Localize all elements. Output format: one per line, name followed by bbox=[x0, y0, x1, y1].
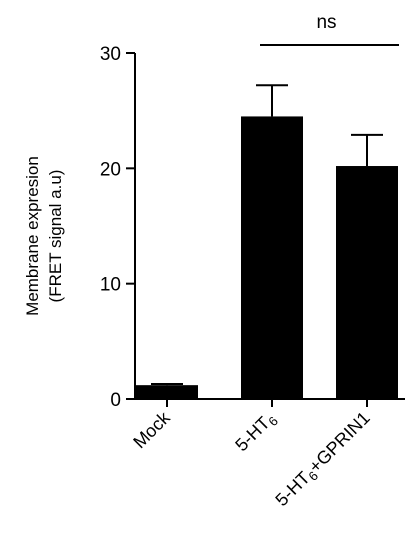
bar-5-ht6-gprin1 bbox=[336, 166, 398, 399]
y-axis-label-line2: (FRET signal a.u) bbox=[46, 170, 65, 303]
x-tick-label-mock: Mock bbox=[129, 407, 174, 452]
y-axis-label-line1: Membrane expresion bbox=[23, 156, 42, 316]
x-tick-label-5-ht6-gprin1: 5-HT6+GPRIN1 bbox=[271, 408, 375, 512]
error-bars bbox=[151, 84, 383, 386]
significance-annotation: ns bbox=[260, 12, 399, 46]
bars bbox=[136, 116, 398, 399]
y-tick-label: 10 bbox=[100, 275, 121, 296]
x-tick-label-5-ht6: 5-HT6 bbox=[231, 408, 281, 458]
y-tick-label: 30 bbox=[100, 44, 121, 65]
y-tick-label: 0 bbox=[110, 390, 121, 411]
y-tick-label: 20 bbox=[100, 159, 121, 180]
y-axis-label: Membrane expresion (FRET signal a.u) bbox=[23, 156, 65, 316]
bar-5-ht6 bbox=[241, 116, 303, 399]
significance-label: ns bbox=[316, 12, 336, 33]
bar-mock bbox=[136, 385, 198, 399]
